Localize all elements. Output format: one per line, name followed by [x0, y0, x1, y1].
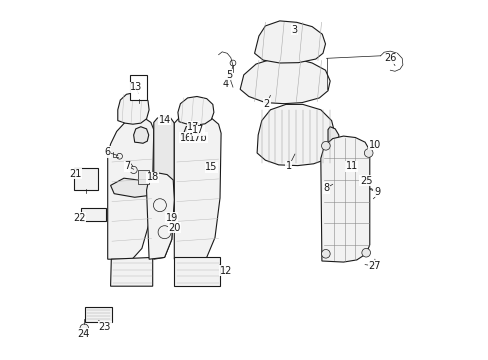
Polygon shape: [320, 136, 369, 262]
Polygon shape: [174, 114, 221, 260]
Text: 22: 22: [73, 213, 86, 223]
Circle shape: [321, 249, 329, 258]
Polygon shape: [240, 58, 329, 104]
Polygon shape: [110, 257, 152, 286]
Polygon shape: [107, 117, 153, 259]
Polygon shape: [118, 93, 149, 124]
Text: 5: 5: [226, 70, 232, 80]
Polygon shape: [146, 173, 174, 259]
Polygon shape: [133, 127, 148, 143]
Text: 26: 26: [384, 53, 396, 63]
Text: 8: 8: [323, 183, 329, 193]
Text: 17: 17: [187, 122, 199, 132]
Text: 6: 6: [104, 147, 110, 157]
Polygon shape: [183, 125, 199, 141]
Circle shape: [80, 324, 88, 333]
Polygon shape: [178, 96, 213, 125]
Polygon shape: [257, 104, 335, 166]
Polygon shape: [138, 170, 149, 184]
Text: 3: 3: [290, 24, 297, 35]
FancyBboxPatch shape: [74, 168, 98, 190]
Text: 20: 20: [168, 222, 180, 233]
Text: 4: 4: [222, 78, 228, 89]
Text: 27: 27: [368, 261, 380, 271]
Text: 2: 2: [263, 99, 269, 109]
Circle shape: [364, 149, 372, 157]
Text: 1: 1: [285, 161, 291, 171]
Text: 25: 25: [359, 176, 372, 186]
Circle shape: [321, 141, 329, 150]
Text: 19: 19: [165, 213, 178, 223]
Polygon shape: [153, 116, 174, 259]
Text: 12: 12: [219, 266, 231, 276]
Polygon shape: [110, 178, 153, 197]
Text: 10: 10: [368, 140, 380, 150]
Circle shape: [361, 248, 370, 257]
Text: 17b: 17b: [189, 132, 207, 143]
FancyBboxPatch shape: [130, 75, 146, 100]
FancyBboxPatch shape: [84, 307, 112, 322]
Text: 18: 18: [146, 172, 159, 182]
Text: 21: 21: [69, 168, 81, 179]
Polygon shape: [174, 257, 220, 286]
FancyBboxPatch shape: [81, 208, 106, 221]
Text: 23: 23: [99, 322, 111, 332]
Text: 16: 16: [180, 132, 192, 143]
Polygon shape: [327, 127, 338, 153]
Text: 17: 17: [192, 125, 204, 135]
Polygon shape: [254, 21, 325, 63]
Text: 15: 15: [205, 162, 217, 172]
Text: 9: 9: [373, 186, 379, 197]
Text: 11: 11: [345, 161, 357, 171]
Text: 13: 13: [129, 82, 142, 92]
Text: 14: 14: [158, 114, 170, 125]
Text: 7: 7: [124, 161, 130, 171]
Text: 24: 24: [77, 329, 89, 339]
